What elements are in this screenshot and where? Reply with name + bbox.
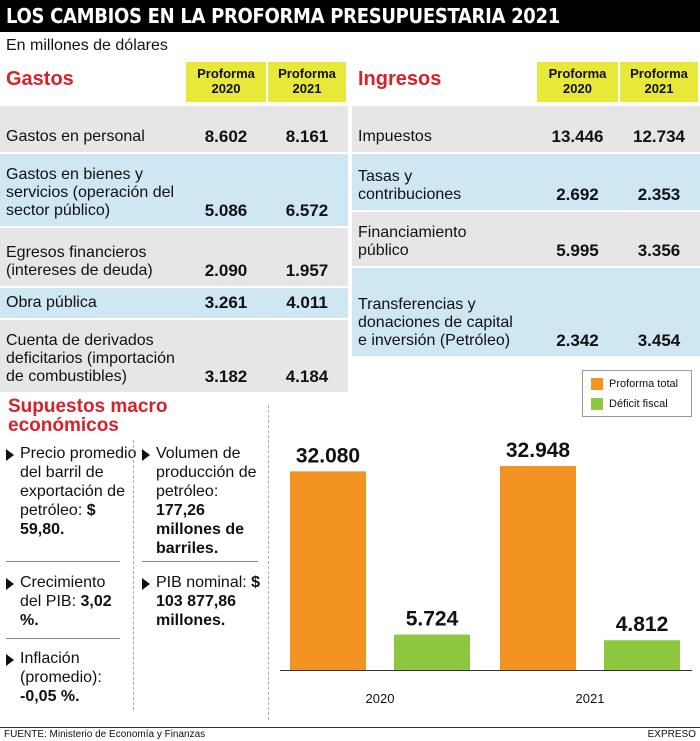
macro-item-text: Precio promedio del barril de exportació… <box>20 445 137 519</box>
legend-label: Proforma total <box>609 378 679 390</box>
row-label: Transferencias y donaciones de capital e… <box>358 296 513 349</box>
macro-item-volumen-petroleo: Volumen de producción de petróleo: 177,2… <box>142 444 267 557</box>
table-row: Financiamiento público 5.995 3.356 <box>352 212 700 266</box>
x-tick-label: 2020 <box>366 691 395 706</box>
gastos-col-2020-label: Proforma 2020 <box>197 66 255 96</box>
row-value-2021: 3.454 <box>637 331 681 350</box>
ingresos-col-2020: Proforma 2020 <box>537 62 618 102</box>
macro-item-crecimiento-pib: Crecimiento del PIB: 3,02 %. <box>6 573 136 629</box>
chart-divider <box>268 405 269 720</box>
legend-label: Déficit fiscal <box>609 398 668 410</box>
row-value-2020: 5.086 <box>204 201 248 220</box>
row-label: Egresos financieros (intereses de deuda) <box>6 244 153 279</box>
bar-chart: 32.080 5.724 2020 32.948 4.812 2021 <box>280 439 692 706</box>
macro-item-precio-barril: Precio promedio del barril de exportació… <box>6 444 137 556</box>
row-label: Cuenta de derivados deficitarios (import… <box>6 332 175 385</box>
macro-item-text: Inflación (promedio): <box>20 650 102 686</box>
row-value-2020: 2.090 <box>204 261 248 280</box>
legend-swatch-orange <box>591 378 603 390</box>
divider <box>6 638 120 639</box>
macro-item-value: -0,05 %. <box>20 688 80 705</box>
ingresos-table: Impuestos 13.446 12.734 Tasas y contribu… <box>352 106 700 356</box>
table-row: Impuestos 13.446 12.734 <box>352 106 700 152</box>
column-divider <box>133 440 134 710</box>
row-value-2020: 13.446 <box>551 127 604 146</box>
table-row: Transferencias y donaciones de capital e… <box>352 268 700 356</box>
chart-legend: Proforma total Déficit fiscal <box>582 370 692 417</box>
bullet-icon <box>142 449 150 461</box>
row-value-2020: 3.261 <box>204 293 248 312</box>
row-label: Obra pública <box>6 294 97 311</box>
gastos-title: Gastos <box>6 68 74 90</box>
ingresos-col-2020-label: Proforma 2020 <box>548 66 607 96</box>
data-label: 5.724 <box>406 608 459 631</box>
macro-title: Supuestos macro económicos <box>8 396 168 436</box>
table-row: Cuenta de derivados deficitarios (import… <box>0 320 348 392</box>
row-value-2021: 3.356 <box>637 241 681 260</box>
gastos-col-2021-label: Proforma 2021 <box>278 66 336 96</box>
table-row: Gastos en personal 8.602 8.161 <box>0 106 348 152</box>
bar-deficit-2021 <box>604 640 680 670</box>
data-label: 32.948 <box>506 439 571 462</box>
gastos-table: Gastos en personal 8.602 8.161 Gastos en… <box>0 106 348 392</box>
bullet-icon <box>6 654 14 666</box>
macro-item-inflacion: Inflación (promedio): -0,05 %. <box>6 649 136 705</box>
divider <box>142 561 258 562</box>
bar-proforma-2020 <box>290 471 366 670</box>
footer: FUENTE: Ministerio de Economía y Finanza… <box>0 727 700 740</box>
macro-item-value: 177,26 millones de barriles. <box>156 502 245 557</box>
gastos-col-2021: Proforma 2021 <box>268 62 346 102</box>
row-value-2021: 4.011 <box>286 293 328 312</box>
row-label: Tasas y contribuciones <box>358 168 462 203</box>
macro-item-value: $ 103 877,86 millones. <box>156 574 261 629</box>
row-value-2020: 8.602 <box>204 127 248 146</box>
row-value-2020: 2.342 <box>556 331 599 350</box>
bullet-icon <box>6 578 14 590</box>
macro-item-text: Volumen de producción de petróleo: <box>156 445 257 500</box>
data-label: 4.812 <box>616 613 669 636</box>
divider <box>6 561 120 562</box>
legend-swatch-green <box>591 398 603 410</box>
table-row: Gastos en bienes y servicios (operación … <box>0 154 348 226</box>
row-label: Financiamiento público <box>358 224 467 259</box>
row-value-2021: 2.353 <box>637 185 681 204</box>
ingresos-col-2021-label: Proforma 2021 <box>630 66 688 96</box>
macro-item-text: PIB nominal: <box>156 574 247 591</box>
macro-item-value: $ 59,80. <box>20 502 96 538</box>
table-row: Egresos financieros (intereses de deuda)… <box>0 228 348 286</box>
bar-deficit-2020 <box>394 634 470 670</box>
gastos-col-2020: Proforma 2020 <box>186 62 266 102</box>
row-value-2021: 6.572 <box>285 201 329 220</box>
brand-label: EXPRESO <box>647 729 696 740</box>
row-value-2021: 4.184 <box>285 367 329 386</box>
x-tick-label: 2021 <box>576 691 605 706</box>
row-value-2021: 8.161 <box>285 127 329 146</box>
bullet-icon <box>142 578 150 590</box>
macro-item-pib-nominal: PIB nominal: $ 103 877,86 millones. <box>142 573 267 629</box>
source-note: FUENTE: Ministerio de Economía y Finanza… <box>4 729 206 740</box>
row-value-2021: 1.957 <box>285 261 329 280</box>
page-title: LOS CAMBIOS EN LA PROFORMA PRESUPUESTARI… <box>0 0 700 32</box>
row-label: Gastos en bienes y servicios (operación … <box>6 166 175 219</box>
macro-item-value: 3,02 %. <box>20 593 112 629</box>
row-value-2020: 2.692 <box>556 185 599 204</box>
table-row: Tasas y contribuciones 2.692 2.353 <box>352 154 700 210</box>
row-value-2020: 3.182 <box>204 367 248 386</box>
ingresos-col-2021: Proforma 2021 <box>620 62 698 102</box>
bullet-icon <box>6 449 14 461</box>
row-label: Gastos en personal <box>6 128 145 145</box>
table-row: Obra pública 3.261 4.011 <box>0 288 348 318</box>
row-label: Impuestos <box>358 128 432 145</box>
row-value-2021: 12.734 <box>633 127 685 146</box>
macro-item-text: Crecimiento del PIB: <box>20 574 106 610</box>
unit-label: En millones de dólares <box>6 37 168 54</box>
row-value-2020: 5.995 <box>556 241 599 260</box>
data-label: 32.080 <box>296 444 360 467</box>
ingresos-title: Ingresos <box>358 68 442 90</box>
bar-proforma-2021 <box>500 465 576 670</box>
